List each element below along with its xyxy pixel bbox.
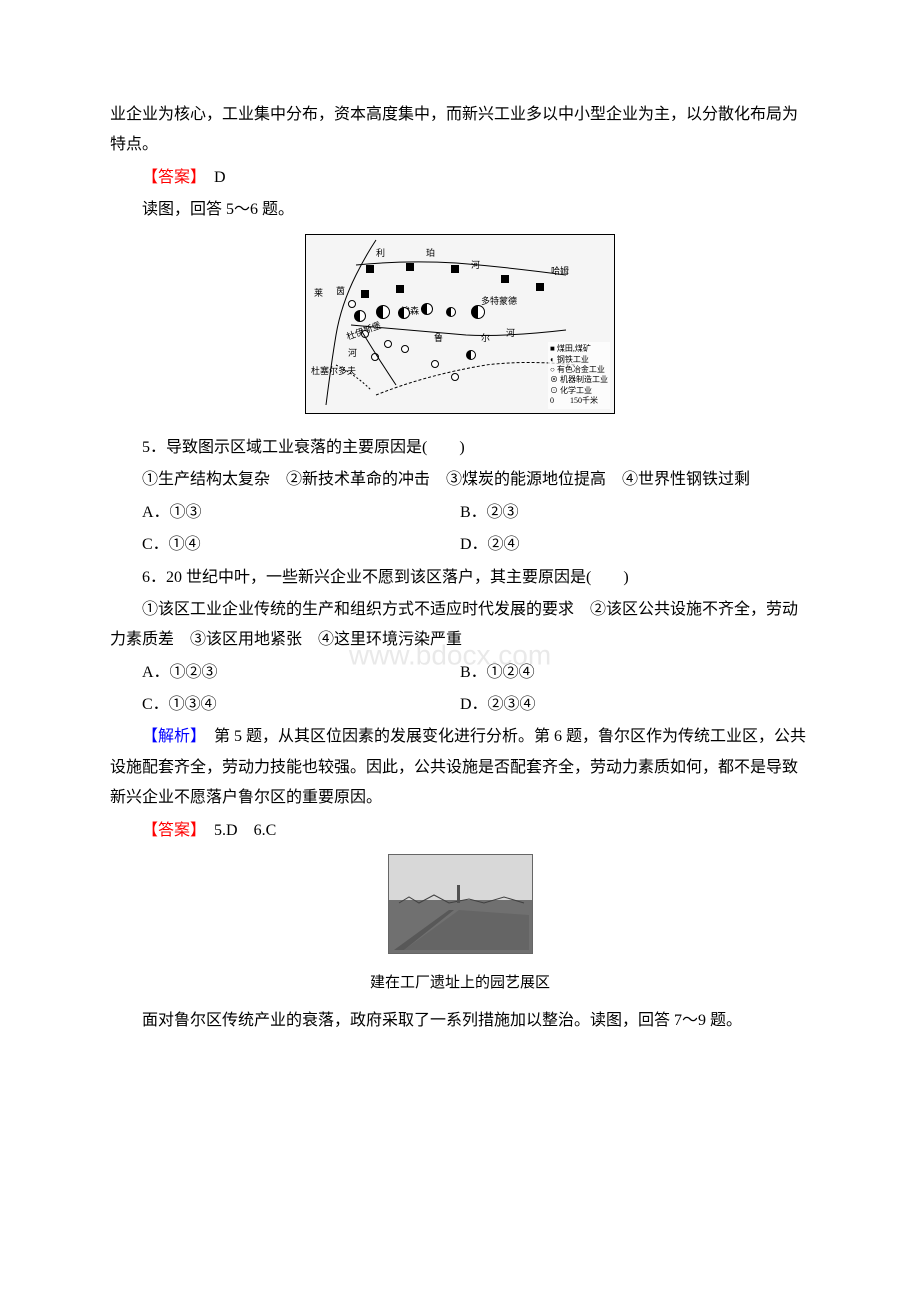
q6-option-a: A．①②③ — [110, 658, 460, 688]
q6-option-d: D．②③④ — [460, 690, 810, 720]
answer-5-6: 【答案】 5.D 6.C — [110, 816, 810, 846]
q6-option-c: C．①③④ — [110, 690, 460, 720]
q5-options-row1: A．①③ B．②③ — [110, 498, 810, 528]
garden-photo — [388, 854, 533, 954]
q5-option-b: B．②③ — [460, 498, 810, 528]
q5-option-c: C．①④ — [110, 530, 460, 560]
q5-statements: ①生产结构太复杂 ②新技术革命的冲击 ③煤炭的能源地位提高 ④世界性钢铁过剩 — [110, 465, 810, 495]
analysis-label: 【解析】 — [142, 728, 198, 745]
ruhr-map: 莱 利 珀 河 哈姆 茵 埃森 多特蒙德 杜伊斯堡 杜塞尔多夫 河 鲁 尔 河 — [305, 234, 615, 414]
q6-option-b: B．①②④ — [460, 658, 810, 688]
q5-options-row2: C．①④ D．②④ — [110, 530, 810, 560]
q6-stem: 6．20 世纪中叶，一些新兴企业不愿到该区落户，其主要原因是( ) — [110, 563, 810, 593]
answer-label: 【答案】 — [142, 822, 198, 839]
page-content: www.bdocx.com 业企业为核心，工业集中分布，资本高度集中，而新兴工业… — [110, 100, 810, 1036]
answer-value: 5.D 6.C — [198, 822, 276, 839]
answer-value: D — [198, 169, 226, 186]
answer-q4: 【答案】 D — [110, 163, 810, 193]
legend-metal: ○ 有色冶金工业 — [550, 365, 608, 375]
legend-steel: ◐ 钢铁工业 — [550, 355, 608, 365]
legend-machine: ⊗ 机器制造工业 — [550, 375, 608, 385]
q5-option-d: D．②④ — [460, 530, 810, 560]
q5-option-a: A．①③ — [110, 498, 460, 528]
continuation-paragraph: 业企业为核心，工业集中分布，资本高度集中，而新兴工业多以中小型企业为主，以分散化… — [110, 100, 810, 161]
legend-chem: ⊙ 化学工业 — [550, 386, 608, 396]
legend-coal: ■ 煤田,煤矿 — [550, 344, 608, 354]
read-prompt-5-6: 读图，回答 5～6 题。 — [110, 195, 810, 225]
map-figure-container: 莱 利 珀 河 哈姆 茵 埃森 多特蒙德 杜伊斯堡 杜塞尔多夫 河 鲁 尔 河 — [110, 234, 810, 425]
q5-stem: 5．导致图示区域工业衰落的主要原因是( ) — [110, 433, 810, 463]
analysis-text: 第 5 题，从其区位因素的发展变化进行分析。第 6 题，鲁尔区作为传统工业区，公… — [110, 728, 806, 806]
analysis-paragraph: 【解析】 第 5 题，从其区位因素的发展变化进行分析。第 6 题，鲁尔区作为传统… — [110, 722, 810, 813]
photo-sketch — [389, 855, 532, 953]
photo-caption: 建在工厂遗址上的园艺展区 — [110, 969, 810, 998]
photo-figure-container: 建在工厂遗址上的园艺展区 — [110, 854, 810, 998]
q6-options-row2: C．①③④ D．②③④ — [110, 690, 810, 720]
q6-statements: ①该区工业企业传统的生产和组织方式不适应时代发展的要求 ②该区公共设施不齐全，劳… — [110, 595, 810, 656]
read-prompt-7-9: 面对鲁尔区传统产业的衰落，政府采取了一系列措施加以整治。读图，回答 7～9 题。 — [110, 1006, 810, 1036]
map-legend: ■ 煤田,煤矿 ◐ 钢铁工业 ○ 有色冶金工业 ⊗ 机器制造工业 ⊙ 化学工业 … — [548, 342, 610, 408]
legend-scale: 0 150千米 — [550, 396, 608, 406]
q6-options-row1: A．①②③ B．①②④ — [110, 658, 810, 688]
answer-label: 【答案】 — [142, 169, 198, 186]
